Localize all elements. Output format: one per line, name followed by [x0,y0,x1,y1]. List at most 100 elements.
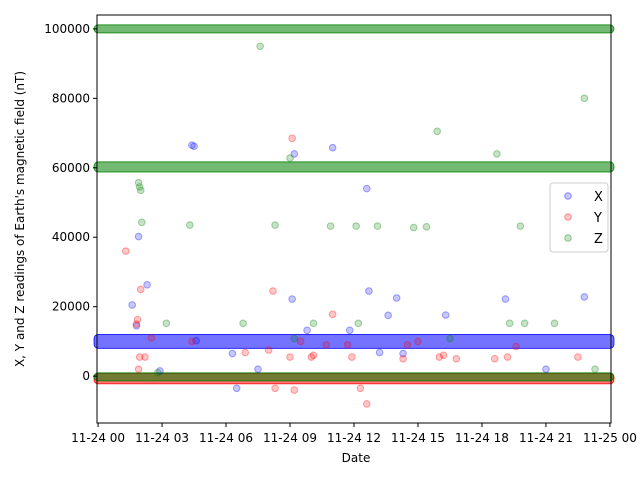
series-z-point [153,368,162,377]
series-y-point [271,384,279,393]
series-y-point [356,384,365,393]
y-axis-ticks: 0 20000 40000 60000 80000 100000 [44,22,97,383]
series-z-point [580,94,589,103]
y-tick-label: 60000 [52,161,90,175]
series-y-point [403,341,412,349]
x-tick-label: 11-24 09 [263,431,317,445]
legend-marker-y [564,213,572,221]
series-x-point [362,184,371,193]
series-z-point [505,319,514,328]
y-tick-label: 80000 [52,91,90,105]
series-z-point [271,221,279,229]
series-z-point [136,186,145,195]
series-x-point [128,301,136,309]
series-x-point [288,295,296,303]
series-x-point [399,349,407,358]
series-z-point [373,222,382,230]
series-x-point [188,141,196,150]
series-z-point [409,223,418,232]
series-z-point [550,319,559,328]
series-y-point [269,287,277,295]
series-x-point [254,365,262,373]
series-y-point [241,348,250,357]
series-z-point [286,154,294,162]
series-y-point [147,334,156,342]
series-y-point [574,353,582,361]
x-tick-label: 11-24 00 [71,431,125,445]
legend: XYZ [549,182,609,253]
series-z-point [135,183,144,191]
plot-frame [96,14,612,424]
legend-label-y: Y [593,211,602,226]
series-y-point [296,337,305,346]
series-x-point [156,367,164,375]
data-bands [93,24,615,385]
series-z-point [162,319,171,328]
series-z-point [185,221,194,229]
series-z-point [256,42,264,51]
series-y-point [399,354,407,363]
series-y-point [264,346,273,354]
series-y-point [322,341,331,349]
series-x-point [392,294,401,302]
series-y-point [135,353,144,361]
series-x-point [328,143,337,152]
x-tick-label: 11-24 18 [455,431,509,445]
series-z-point [134,178,143,187]
series-z-point [137,218,146,227]
series-x-point [384,311,392,320]
series-x-point [345,326,354,335]
legend-label-x: X [594,190,603,205]
series-x-point [375,348,384,357]
series-x-point [134,232,143,241]
x-axis-ticks: 11-24 00 11-24 03 11-24 06 11-24 09 11-24 12… [71,423,637,445]
series-y-point [132,320,141,328]
x-tick-label: 11-24 03 [135,431,189,445]
series-y-point [309,351,318,360]
series-x-point [542,365,550,373]
series-y-point [512,342,520,351]
series-x-band-0 [93,333,615,349]
data-points [121,42,599,408]
series-y-point [490,354,499,363]
series-y-point [452,354,461,363]
x-tick-label: 11-24 06 [199,431,253,445]
series-y-point [435,353,444,361]
series-z-point [591,365,599,373]
series-y-point [288,134,296,143]
series-y-point [343,341,352,349]
series-z-point [309,319,318,328]
series-z-point [326,222,335,230]
series-x-point [365,287,373,295]
series-z-point [290,334,299,343]
legend-marker-x [564,192,572,200]
series-y-point [348,353,356,361]
x-tick-label: 11-24 15 [391,431,445,445]
series-z-point [239,319,247,328]
series-y-point [133,315,142,324]
series-y-point [141,353,149,361]
series-y-point [362,400,371,408]
series-x-point [290,150,299,158]
y-axis-label: X, Y and Z readings of Earth's magnetic … [13,71,27,367]
y-tick-label: 100000 [44,22,90,36]
series-z-band-1 [93,24,615,34]
series-x-point [228,349,237,358]
series-z-point [516,222,525,230]
series-x-point [192,336,200,345]
series-z-point [493,150,501,158]
series-x-point [190,142,198,151]
series-y-point [414,337,422,346]
series-x-point [143,281,151,289]
series-y-point [188,337,196,346]
series-y-point [439,351,448,360]
series-z-band-2 [93,372,615,382]
series-y-point [134,365,143,373]
series-z-point [433,127,441,136]
series-z-point [354,319,363,328]
series-z-band-0 [93,161,615,173]
legend-box [549,182,609,253]
y-tick-label: 20000 [52,300,90,314]
series-y-point [503,353,512,361]
